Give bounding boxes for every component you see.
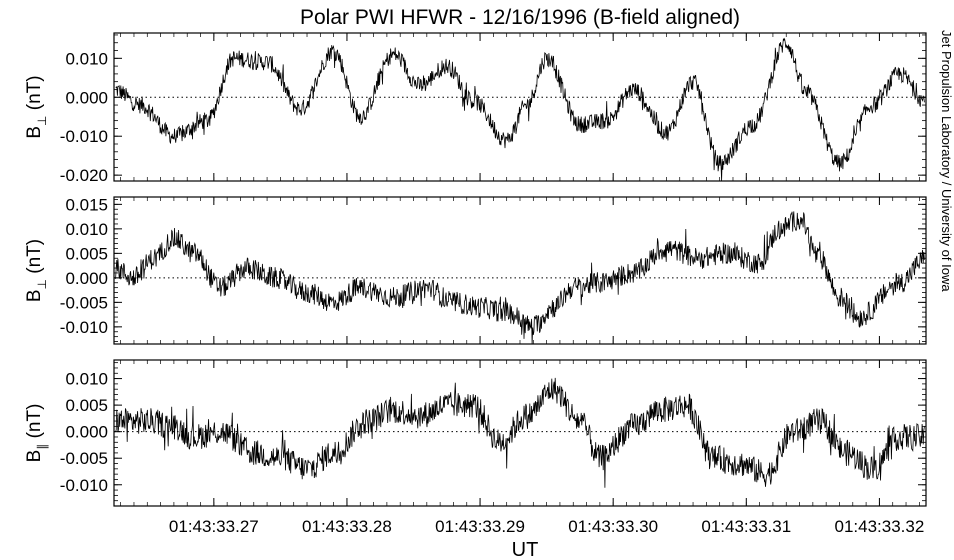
y-tick-label: 0.010 <box>65 220 108 239</box>
y-axis-label: B⊥ (nT) <box>24 75 49 138</box>
y-tick-label: -0.010 <box>60 476 108 495</box>
y-tick-label: 0.000 <box>65 269 108 288</box>
y-tick-label: -0.010 <box>60 318 108 337</box>
y-tick-label: 0.015 <box>65 195 108 214</box>
y-tick-label: 0.000 <box>65 423 108 442</box>
x-axis-label: UT <box>512 539 539 560</box>
signal-trace <box>115 377 925 488</box>
y-label-main: B <box>24 450 45 463</box>
y-label-unit: (nT) <box>24 75 45 115</box>
y-tick-label: -0.020 <box>60 166 108 185</box>
y-axis-label: B∥ (nT) <box>24 404 49 463</box>
y-label-unit: (nT) <box>24 239 45 279</box>
x-tick-label: 01:43:33.27 <box>169 517 259 536</box>
x-tick-label: 01:43:33.31 <box>701 517 791 536</box>
x-tick-label: 01:43:33.29 <box>435 517 525 536</box>
panel-frame <box>113 32 927 182</box>
signal-trace <box>115 211 925 345</box>
panel-3: 0.010 0.005 0.000 -0.005 -0.010 B∥ (nT) <box>24 359 927 507</box>
y-label-main: B <box>24 126 45 139</box>
panel-2: 0.015 0.010 0.005 0.000 -0.005 -0.010 B⊥ (nT) <box>24 195 927 345</box>
y-label-sub: ⊥ <box>35 279 49 289</box>
signal-trace <box>115 37 925 181</box>
x-tick-label: 01:43:33.28 <box>302 517 392 536</box>
credit-text: Jet Propulsion Laboratory / University o… <box>939 30 954 292</box>
y-axis-label: B⊥ (nT) <box>24 239 49 302</box>
panel-1: 0.010 0.000 -0.010 -0.020 B⊥ (nT) <box>24 32 927 185</box>
y-tick-label: 0.010 <box>65 370 108 389</box>
y-tick-label: 0.010 <box>65 49 108 68</box>
x-axis: 01:43:33.27 01:43:33.28 01:43:33.29 01:43:3… <box>169 517 924 536</box>
y-tick-label: 0.000 <box>65 88 108 107</box>
y-label-unit: (nT) <box>24 404 45 444</box>
y-tick-label: 0.005 <box>65 244 108 263</box>
x-tick-label: 01:43:33.32 <box>835 517 925 536</box>
chart-title: Polar PWI HFWR - 12/16/1996 (B-field ali… <box>300 6 740 29</box>
y-label-sub: ∥ <box>35 444 49 450</box>
y-label-main: B <box>24 289 45 302</box>
y-tick-label: 0.005 <box>65 396 108 415</box>
y-label-sub: ⊥ <box>35 115 49 125</box>
x-tick-label: 01:43:33.30 <box>568 517 658 536</box>
y-tick-label: -0.010 <box>60 127 108 146</box>
y-tick-label: -0.005 <box>60 293 108 312</box>
y-tick-label: -0.005 <box>60 449 108 468</box>
